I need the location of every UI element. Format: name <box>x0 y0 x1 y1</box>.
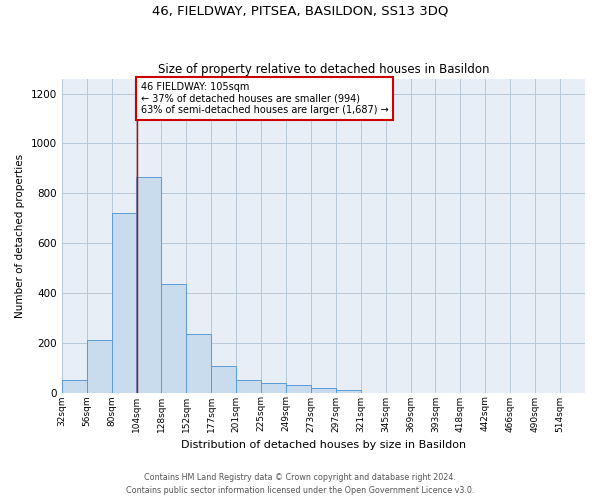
Bar <box>136 177 161 392</box>
Text: 46 FIELDWAY: 105sqm
← 37% of detached houses are smaller (994)
63% of semi-detac: 46 FIELDWAY: 105sqm ← 37% of detached ho… <box>140 82 388 116</box>
Bar <box>311 388 336 392</box>
Bar <box>186 334 211 392</box>
Title: Size of property relative to detached houses in Basildon: Size of property relative to detached ho… <box>158 63 489 76</box>
Bar <box>62 380 86 392</box>
Bar <box>236 380 261 392</box>
Bar <box>286 385 311 392</box>
Bar <box>112 213 136 392</box>
X-axis label: Distribution of detached houses by size in Basildon: Distribution of detached houses by size … <box>181 440 466 450</box>
Bar <box>86 340 112 392</box>
Bar <box>161 284 186 393</box>
Bar <box>261 382 286 392</box>
Bar <box>211 366 236 392</box>
Text: Contains HM Land Registry data © Crown copyright and database right 2024.
Contai: Contains HM Land Registry data © Crown c… <box>126 474 474 495</box>
Y-axis label: Number of detached properties: Number of detached properties <box>15 154 25 318</box>
Bar <box>336 390 361 392</box>
Text: 46, FIELDWAY, PITSEA, BASILDON, SS13 3DQ: 46, FIELDWAY, PITSEA, BASILDON, SS13 3DQ <box>152 5 448 18</box>
